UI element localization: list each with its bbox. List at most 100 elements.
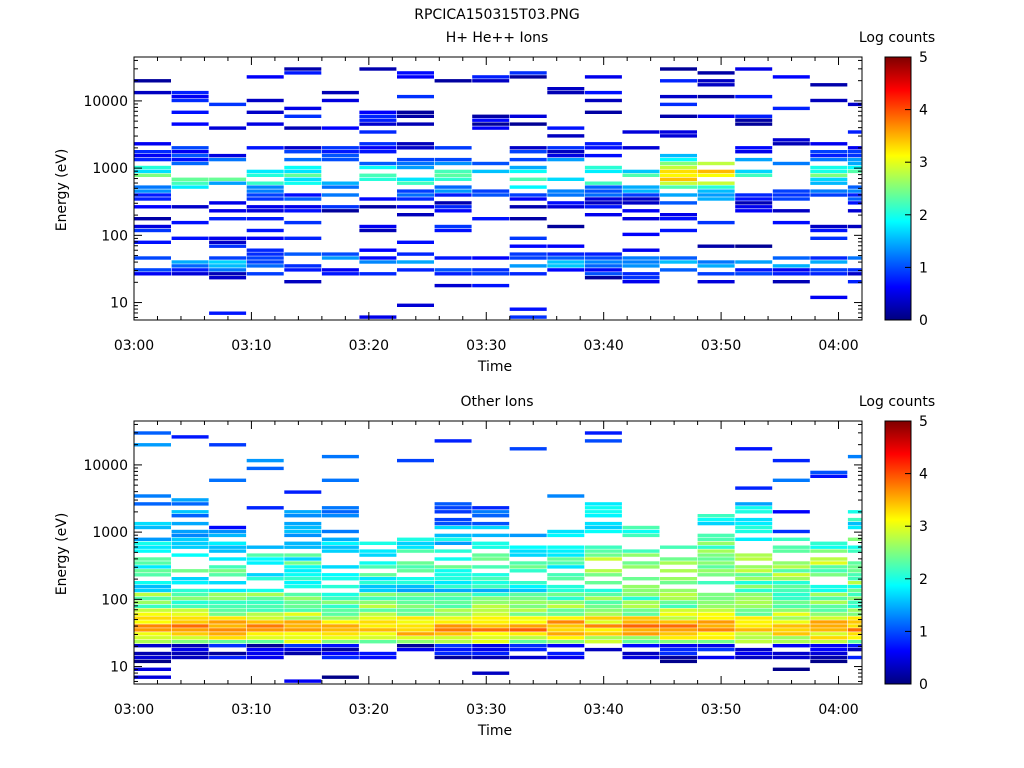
spectrogram-cell	[209, 600, 247, 604]
spectrogram-cell	[434, 632, 472, 636]
spectrogram-cell	[434, 541, 472, 545]
spectrogram-cell	[397, 588, 434, 593]
spectrogram-cell	[284, 596, 322, 601]
spectrogram-cell	[209, 573, 247, 577]
spectrogram-cell	[472, 600, 510, 604]
spectrogram-cell	[321, 126, 359, 130]
spectrogram-cell	[622, 193, 660, 197]
spectrogram-cell	[847, 525, 862, 530]
spectrogram-cell	[397, 644, 434, 648]
spectrogram-cell	[284, 636, 322, 640]
spectrogram-cell	[584, 521, 622, 526]
spectrogram-cell	[434, 557, 472, 561]
spectrogram-cell	[547, 588, 585, 593]
spectrogram-cell	[472, 553, 510, 557]
spectrogram-cell	[772, 624, 810, 628]
spectrogram-cell	[209, 209, 247, 213]
spectrogram-cell	[735, 632, 773, 636]
spectrogram-cell	[209, 612, 247, 616]
spectrogram-cell	[847, 165, 862, 170]
spectrogram-cell	[509, 315, 547, 319]
spectrogram-cell	[434, 628, 472, 632]
spectrogram-cell	[134, 636, 171, 640]
spectrogram-cell	[284, 67, 322, 71]
spectrogram-cell	[434, 157, 472, 162]
spectrogram-cell	[359, 161, 397, 166]
x-tick-label: 03:40	[583, 702, 623, 718]
spectrogram-cell	[284, 106, 322, 111]
spectrogram-cell	[359, 146, 397, 150]
spectrogram-cell	[697, 596, 735, 601]
spectrogram-cell	[171, 498, 209, 502]
spectrogram-cell	[697, 553, 735, 557]
spectrogram-cell	[434, 537, 472, 541]
spectrogram-cell	[321, 529, 359, 534]
spectrogram-cell	[509, 71, 547, 75]
spectrogram-cell	[397, 584, 434, 589]
spectrogram-cell	[660, 213, 697, 217]
spectrogram-cell	[209, 541, 247, 545]
colorbar-tick-label: 0	[919, 677, 928, 693]
spectrogram-cell	[660, 600, 697, 604]
spectrogram-cell	[847, 517, 862, 522]
spectrogram-cell	[246, 264, 284, 268]
spectrogram-cell	[584, 525, 622, 530]
x-tick-label: 03:00	[114, 338, 154, 354]
spectrogram-cell	[772, 604, 810, 608]
spectrogram-cell	[622, 644, 660, 648]
y-axis-label: Energy (eV)	[54, 513, 70, 596]
spectrogram-cell	[810, 189, 848, 193]
spectrogram-cell	[660, 268, 697, 272]
spectrogram-cell	[434, 506, 472, 510]
spectrogram-cell	[284, 577, 322, 581]
spectrogram-cell	[584, 272, 622, 276]
spectrogram-cell	[847, 268, 862, 272]
y-tick-label: 100	[101, 592, 128, 608]
spectrogram-cell	[735, 502, 773, 506]
spectrogram-cell	[472, 283, 510, 288]
spectrogram-cell	[209, 268, 247, 272]
spectrogram-cell	[284, 280, 322, 284]
spectrogram-cell	[134, 189, 171, 193]
spectrogram-cell	[134, 632, 171, 636]
spectrogram-cell	[660, 632, 697, 636]
colorbar-tick-label: 2	[919, 208, 928, 224]
spectrogram-cell	[547, 584, 585, 589]
spectrogram-cell	[209, 260, 247, 264]
spectrogram-cell	[509, 588, 547, 593]
spectrogram-cell	[697, 193, 735, 197]
spectrogram-cell	[847, 201, 862, 205]
spectrogram-cell	[209, 276, 247, 280]
spectrogram-cell	[472, 75, 510, 79]
spectrogram-cell	[810, 632, 848, 636]
spectrogram-cell	[359, 118, 397, 122]
spectrogram-cell	[134, 600, 171, 604]
spectrogram-cell	[772, 161, 810, 166]
spectrogram-cell	[772, 268, 810, 272]
spectrogram-cell	[810, 224, 848, 229]
spectrogram-cell	[434, 640, 472, 644]
spectrogram-cell	[847, 272, 862, 276]
spectrogram-cell	[810, 165, 848, 170]
spectrogram-cell	[584, 608, 622, 612]
spectrogram-cell	[547, 616, 585, 620]
spectrogram-cell	[735, 272, 773, 276]
spectrogram-cell	[359, 114, 397, 118]
spectrogram-cell	[584, 604, 622, 608]
y-axis-label: Energy (eV)	[54, 149, 70, 232]
spectrogram-cell	[622, 624, 660, 628]
spectrogram-cell	[284, 529, 322, 534]
spectrogram-cell	[434, 146, 472, 150]
spectrogram-cell	[584, 569, 622, 573]
spectrogram-cell	[134, 549, 171, 553]
spectrogram-cell	[509, 565, 547, 569]
spectrogram-cell	[134, 205, 171, 209]
spectrogram-cell	[660, 256, 697, 260]
spectrogram-cell	[171, 612, 209, 616]
panel-hplus-ions: H+ He++ Ions 03:00 03:10 03:20 03:30 03:40 03…	[54, 30, 935, 375]
spectrogram-cell	[134, 502, 171, 506]
spectrogram-cell	[772, 256, 810, 260]
spectrogram-cell	[584, 628, 622, 632]
spectrogram-cell	[171, 624, 209, 628]
spectrogram-cell	[772, 573, 810, 577]
